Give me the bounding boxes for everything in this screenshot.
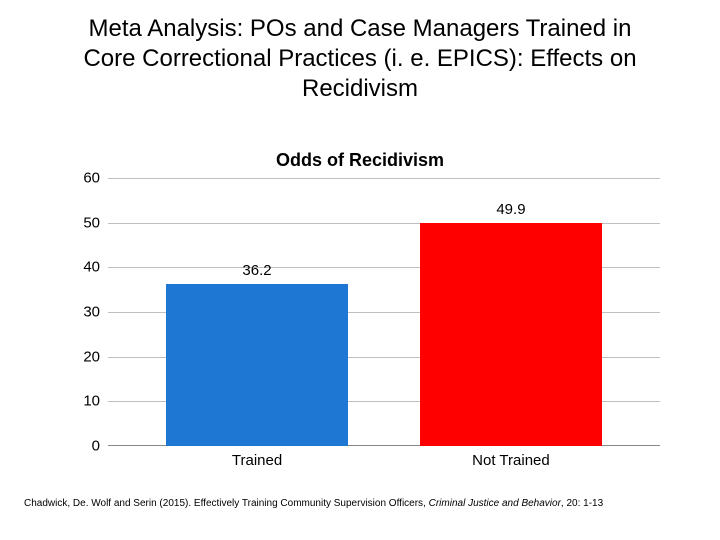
citation-prefix: Chadwick, De. Wolf and Serin (2015). Eff…	[24, 498, 429, 509]
slide: Meta Analysis: POs and Case Managers Tra…	[0, 0, 720, 540]
bar: 49.9	[420, 223, 602, 446]
title-line-1: Meta Analysis: POs and Case Managers Tra…	[89, 15, 632, 42]
bar-value-label: 49.9	[420, 201, 602, 218]
gridline	[108, 178, 660, 179]
citation: Chadwick, De. Wolf and Serin (2015). Eff…	[24, 498, 696, 510]
citation-journal: Criminal Justice and Behavior	[429, 498, 561, 509]
citation-suffix: , 20: 1-13	[561, 498, 603, 509]
slide-title: Meta Analysis: POs and Case Managers Tra…	[36, 14, 684, 104]
ytick-label: 50	[60, 214, 100, 231]
ytick-label: 60	[60, 170, 100, 187]
bar-value-label: 36.2	[166, 262, 348, 279]
title-line-2: Core Correctional Practices (i. e. EPICS…	[83, 45, 636, 72]
category-label: Trained	[232, 452, 282, 469]
title-line-3: Recidivism	[302, 75, 418, 102]
chart-plot: 36.2 49.9	[108, 178, 660, 446]
chart-area: 36.249.9 0102030405060	[60, 178, 660, 446]
ytick-label: 30	[60, 304, 100, 321]
ytick-label: 20	[60, 348, 100, 365]
ytick-label: 10	[60, 393, 100, 410]
chart-title: Odds of Recidivism	[0, 150, 720, 171]
category-label: Not Trained	[472, 452, 550, 469]
bar: 36.2	[166, 284, 348, 446]
ytick-label: 0	[60, 438, 100, 455]
ytick-label: 40	[60, 259, 100, 276]
